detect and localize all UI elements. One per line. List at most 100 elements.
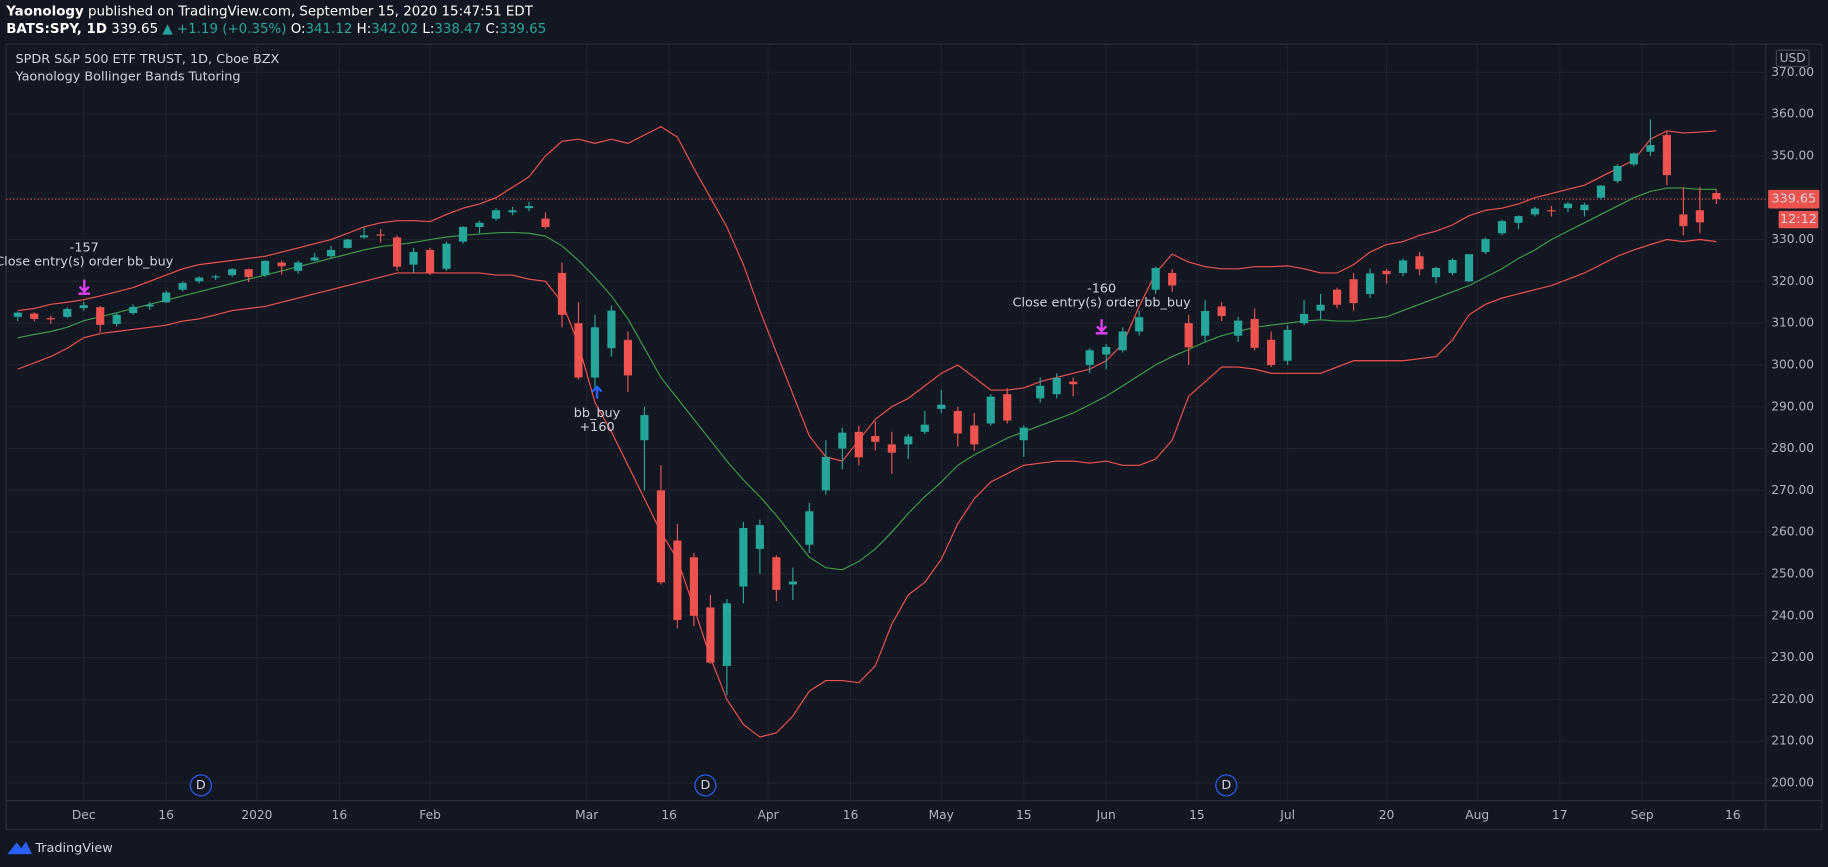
currency-box[interactable]	[1775, 49, 1810, 68]
candle-body	[623, 339, 633, 376]
c-label: C:	[485, 22, 499, 37]
candle-body	[129, 306, 138, 314]
candle-body	[1118, 331, 1127, 351]
y-tick-label: 300.00	[1771, 357, 1814, 371]
x-tick-label: 16	[1725, 808, 1741, 822]
y-tick-label: 210.00	[1771, 734, 1814, 748]
candle-body	[195, 277, 204, 282]
candle-body	[854, 431, 863, 458]
brand-logo[interactable]	[7, 841, 32, 855]
y-tick-label: 310.00	[1771, 316, 1814, 330]
candle-body	[1563, 203, 1573, 209]
dividend-marker[interactable]	[1215, 774, 1238, 797]
dividend-label: D	[1221, 778, 1231, 793]
candle-body	[821, 456, 830, 491]
dividend-marker[interactable]	[694, 774, 717, 797]
candle-body	[327, 249, 336, 257]
candle-body	[1398, 260, 1408, 273]
x-tick-label: 15	[1016, 808, 1032, 822]
candle-body	[425, 249, 435, 273]
y-tick-label: 290.00	[1771, 399, 1814, 413]
candle-body	[1679, 214, 1688, 227]
candle-body	[1464, 254, 1474, 282]
candle-body	[1662, 135, 1671, 176]
symbol-line: BATS:SPY, 1D 339.65 ▲ +1.19 (+0.35%) O:3…	[6, 22, 546, 37]
chart-subtitle: Yaonology Bollinger Bands Tutoring	[15, 69, 241, 84]
y-tick-label: 240.00	[1771, 608, 1814, 622]
y-tick-label: 370.00	[1771, 65, 1814, 79]
candle-body	[1596, 185, 1606, 198]
x-tick-label: 20	[1379, 808, 1395, 822]
publish-line: Yaonology published on TradingView.com, …	[5, 5, 534, 20]
candle-body	[1695, 210, 1704, 223]
candle-body	[228, 269, 237, 276]
candle-body	[162, 292, 171, 303]
candle-body	[673, 540, 682, 620]
countdown: 12:12	[1780, 212, 1817, 227]
close: 339.65	[499, 22, 546, 37]
candle-body	[755, 525, 764, 549]
candle-body	[211, 276, 220, 278]
x-tick-label: 17	[1552, 808, 1568, 822]
x-tick-label: May	[929, 808, 954, 822]
candle-body	[1234, 320, 1243, 336]
annotation-text: -157	[70, 241, 99, 256]
x-tick-label: 15	[1189, 808, 1205, 822]
candle-body	[145, 304, 154, 307]
candle-body	[689, 557, 698, 616]
candle-body	[1217, 306, 1226, 317]
author[interactable]: Yaonology	[5, 5, 84, 20]
candle-body	[970, 425, 979, 445]
candle-body	[986, 396, 995, 424]
x-tick-label: Apr	[758, 808, 780, 822]
candle-body	[574, 323, 583, 378]
x-tick-label: Jul	[1279, 808, 1295, 822]
candle-body	[541, 218, 550, 227]
candle-body	[1481, 239, 1490, 253]
candle-body	[590, 327, 600, 378]
candle-body	[244, 269, 253, 278]
candle-body	[788, 581, 797, 585]
y-tick-label: 220.00	[1771, 692, 1814, 706]
countdown-box	[1778, 210, 1819, 229]
candle-body	[1036, 385, 1045, 399]
candle-body	[30, 313, 39, 319]
y-tick-label: 270.00	[1771, 483, 1814, 497]
candle-body	[178, 283, 187, 290]
brand[interactable]: TradingView	[34, 841, 112, 856]
candle-body	[1530, 208, 1540, 215]
high: 342.02	[371, 22, 418, 37]
x-tick-label: Feb	[419, 808, 441, 822]
y-tick-label: 200.00	[1771, 776, 1814, 790]
candle-body	[63, 308, 72, 317]
candle-body	[904, 436, 913, 445]
plot: 200.00 210.00 220.00 230.00 240.00 250.00 260.…	[0, 44, 1820, 822]
candle-body	[508, 210, 517, 213]
candle-body	[442, 243, 451, 269]
candle-body	[557, 272, 567, 315]
candle-body	[524, 206, 534, 209]
open: 341.12	[306, 22, 353, 37]
candle-body	[1283, 329, 1292, 361]
y-tick-label: 280.00	[1771, 441, 1814, 455]
last-price-box	[1768, 189, 1820, 209]
candle-body	[1201, 311, 1210, 336]
candle-body	[1646, 145, 1655, 152]
dividend-marker[interactable]	[189, 774, 212, 797]
y-tick-label: 260.00	[1771, 525, 1814, 539]
annotation-text: Close entry(s) order bb_buy	[1013, 295, 1192, 310]
candle-body	[805, 511, 814, 545]
candle-body	[277, 262, 286, 267]
candle-body	[475, 222, 484, 227]
candle-body	[1382, 270, 1391, 275]
candle-body	[13, 312, 22, 317]
signal-arrow	[1095, 319, 1108, 335]
candle-body	[1448, 260, 1457, 273]
candle-body	[887, 444, 896, 453]
candle-body	[1102, 346, 1111, 355]
x-tick-label: 16	[158, 808, 174, 822]
x-tick-label: Mar	[575, 808, 599, 822]
x-tick-label: 16	[332, 808, 348, 822]
change: ▲ +1.19 (+0.35%)	[162, 22, 286, 37]
